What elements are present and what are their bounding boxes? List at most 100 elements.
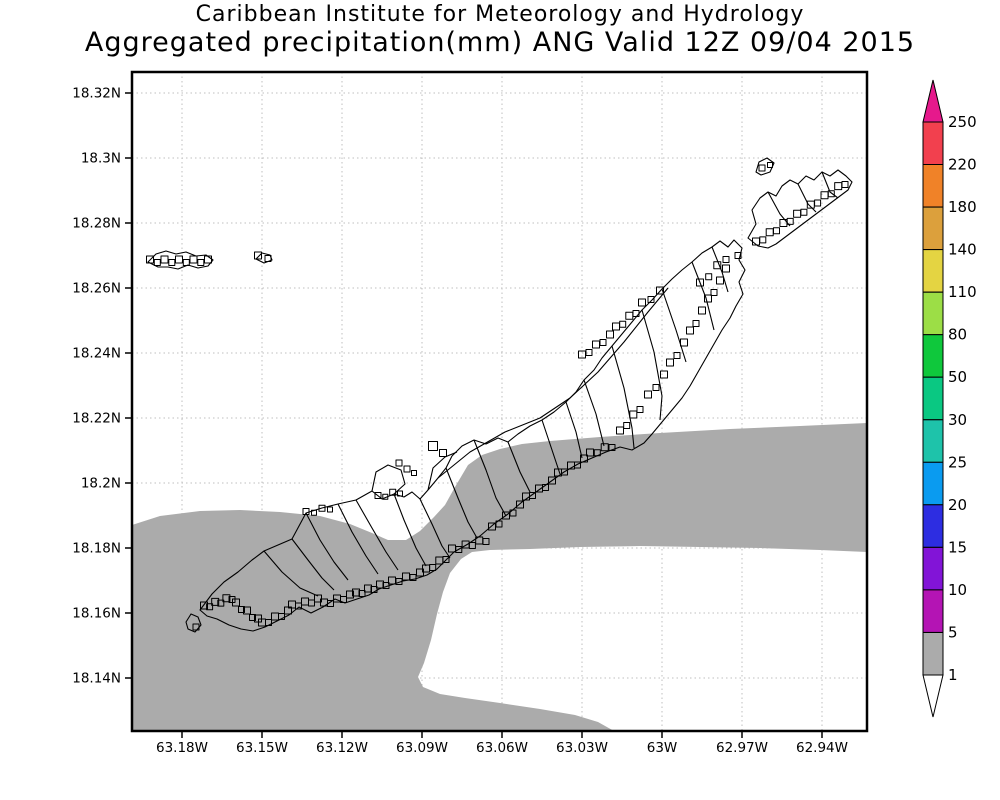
colorbar-label: 1	[948, 666, 958, 684]
shaded-precip-region	[132, 423, 867, 731]
colorbar-label: 30	[948, 411, 967, 429]
station-marker	[389, 488, 397, 496]
station-marker	[786, 217, 794, 225]
little-scrub-island-outline	[755, 157, 775, 176]
station-marker	[623, 422, 631, 429]
station-marker	[204, 255, 212, 264]
station-marker	[374, 492, 382, 499]
colorbar-label: 250	[948, 113, 977, 131]
colorbar-segment	[922, 589, 944, 633]
x-tick-label: 63.12W	[316, 740, 368, 756]
station-marker	[197, 259, 205, 266]
y-tick-label: 18.16N	[72, 606, 121, 622]
station-marker	[734, 252, 742, 259]
y-tick-label: 18.32N	[72, 86, 121, 102]
station-marker	[692, 320, 700, 327]
axis-labels: 63.18W 63.15W 63.12W 63.09W 63.06W 63.03W 63W 6…	[72, 86, 848, 757]
colorbar-label: 180	[948, 198, 977, 216]
island-layer	[146, 157, 853, 633]
colorbar-label: 25	[948, 453, 967, 471]
title-block: Caribbean Institute for Meteorology and …	[0, 2, 1000, 58]
station-marker	[686, 326, 694, 335]
colorbar-label: 110	[948, 283, 977, 301]
x-tick-label: 63.09W	[396, 740, 448, 756]
y-tick-label: 18.3N	[81, 151, 121, 167]
station-marker	[327, 600, 334, 607]
station-marker	[429, 564, 437, 571]
y-tick-label: 18.22N	[72, 411, 121, 427]
station-marker	[793, 209, 802, 218]
station-marker	[189, 255, 198, 264]
island-interior-line	[445, 467, 478, 539]
station-marker	[827, 190, 835, 198]
station-marker	[222, 594, 231, 603]
island-interior-line	[507, 441, 531, 493]
station-marker	[175, 255, 183, 264]
colorbar-label: 80	[948, 326, 967, 344]
grid	[132, 72, 867, 731]
station-marker	[439, 449, 447, 457]
station-marker	[238, 606, 245, 613]
station-marker	[759, 236, 767, 244]
station-marker	[574, 461, 581, 469]
station-marker	[278, 613, 285, 620]
station-marker	[146, 255, 154, 264]
station-marker	[409, 574, 417, 581]
station-marker	[516, 500, 524, 509]
station-marker	[561, 468, 568, 476]
station-marker	[599, 339, 607, 346]
station-marker	[265, 619, 272, 626]
x-tick-label: 62.94W	[796, 740, 848, 756]
station-marker	[713, 261, 722, 270]
y-tick-label: 18.24N	[72, 346, 121, 362]
axis-ticks	[125, 92, 823, 738]
station-marker	[612, 322, 620, 331]
island-interior-line	[291, 538, 335, 591]
station-marker	[696, 278, 704, 287]
station-marker	[710, 289, 718, 296]
station-marker	[644, 390, 652, 399]
station-marker	[509, 509, 517, 517]
station-marker	[468, 542, 476, 549]
station-marker	[608, 444, 616, 451]
island-interior-line	[565, 401, 583, 459]
station-marker	[206, 603, 214, 611]
station-marker	[800, 208, 808, 216]
station-marker	[606, 330, 614, 339]
station-marker	[834, 182, 843, 191]
island-interior-line	[337, 503, 379, 575]
x-tick-label: 63.06W	[476, 740, 528, 756]
dog-island-outline	[147, 250, 214, 270]
island-interior-line	[263, 550, 319, 597]
station-marker	[652, 384, 660, 391]
station-marker	[295, 602, 302, 610]
island-interior-line	[821, 171, 839, 199]
colorbar-segment	[922, 376, 944, 421]
station-marker	[765, 228, 774, 237]
station-marker	[548, 476, 556, 485]
station-marker	[660, 370, 668, 379]
colorbar-label: 15	[948, 538, 967, 556]
station-marker	[580, 454, 588, 463]
island-interior-line	[611, 345, 635, 449]
colorbar-label: 20	[948, 496, 967, 514]
station-marker	[153, 259, 161, 266]
station-marker	[495, 520, 503, 528]
station-marker	[232, 598, 240, 607]
station-marker	[395, 459, 403, 467]
y-tick-label: 18.26N	[72, 281, 121, 297]
colorbar-label: 50	[948, 368, 967, 386]
island-interior-line	[393, 493, 427, 567]
colorbar-segment	[922, 546, 944, 591]
island-interior-line	[371, 464, 406, 495]
y-tick-label: 18.14N	[72, 671, 121, 687]
station-marker	[308, 599, 315, 607]
station-marker	[716, 276, 724, 285]
station-marker	[249, 614, 256, 621]
station-marker	[442, 556, 450, 563]
station-marker	[411, 470, 417, 476]
y-tick-label: 18.28N	[72, 216, 121, 232]
station-marker	[666, 358, 674, 367]
island-interior-line	[473, 439, 507, 517]
